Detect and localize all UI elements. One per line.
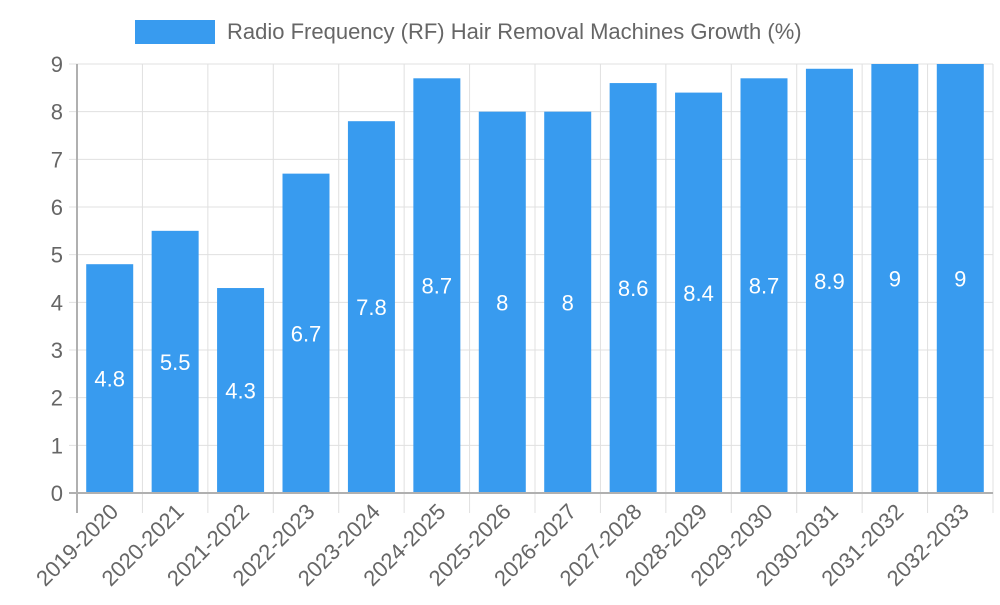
bar-value-label: 8 (496, 290, 508, 315)
x-axis-ticks: 2019-20202020-20212021-20222022-20232023… (31, 499, 974, 591)
bar-group: 6.7 (282, 173, 330, 493)
bar-group: 8.6 (609, 83, 657, 494)
bar (217, 288, 265, 493)
bar (936, 64, 984, 493)
bar (151, 230, 199, 494)
y-tick-label: 0 (51, 481, 63, 506)
bar (675, 92, 723, 493)
legend-label: Radio Frequency (RF) Hair Removal Machin… (227, 19, 802, 44)
axes (69, 64, 993, 513)
bar-group: 5.5 (151, 230, 199, 494)
legend[interactable]: Radio Frequency (RF) Hair Removal Machin… (135, 19, 802, 44)
gridlines (69, 63, 994, 513)
bar-value-label: 9 (889, 267, 901, 292)
bar (478, 111, 526, 494)
bar-value-label: 4.8 (94, 367, 125, 392)
bar-group: 8.9 (805, 68, 853, 494)
bar-group: 4.3 (217, 288, 265, 493)
bar-group: 7.8 (347, 121, 395, 493)
bar-group: 9 (871, 64, 919, 493)
y-tick-label: 7 (51, 147, 63, 172)
y-tick-label: 2 (51, 386, 63, 411)
bar-group: 4.8 (86, 264, 134, 493)
bar-value-label: 8.4 (683, 281, 714, 306)
bar-value-label: 5.5 (160, 350, 191, 375)
bar-value-label: 8 (562, 290, 574, 315)
bar-value-label: 8.7 (749, 274, 780, 299)
y-axis-ticks: 0 1 2 3 4 5 6 7 8 9 (51, 52, 63, 506)
bar (740, 78, 788, 494)
bar-group: 8 (544, 111, 592, 494)
bars: 4.8 5.5 4.3 6.7 7.8 8.7 8 8 8.6 8.4 8.7 8.9 9 9 (86, 64, 984, 494)
bar-group: 8 (478, 111, 526, 494)
bar (871, 64, 919, 493)
legend-swatch (135, 20, 215, 44)
bar-value-label: 6.7 (291, 321, 322, 346)
bar-value-label: 8.9 (814, 269, 845, 294)
bar (347, 121, 395, 493)
bar (805, 68, 853, 494)
bar-value-label: 7.8 (356, 295, 387, 320)
bar-group: 8.7 (413, 78, 461, 494)
bar-value-label: 8.6 (618, 276, 649, 301)
y-tick-label: 1 (51, 433, 63, 458)
y-tick-label: 3 (51, 338, 63, 363)
bar (609, 83, 657, 494)
bar-value-label: 4.3 (225, 379, 256, 404)
bar (282, 173, 330, 493)
y-tick-label: 8 (51, 100, 63, 125)
y-tick-label: 6 (51, 195, 63, 220)
bar-group: 9 (936, 64, 984, 493)
bar (544, 111, 592, 494)
y-tick-label: 9 (51, 52, 63, 77)
bar-value-label: 9 (954, 267, 966, 292)
bar-value-label: 8.7 (422, 274, 453, 299)
bar-group: 8.7 (740, 78, 788, 494)
bar (413, 78, 461, 494)
bar-group: 8.4 (675, 92, 723, 493)
y-tick-label: 4 (51, 290, 63, 315)
y-tick-label: 5 (51, 243, 63, 268)
bar (86, 264, 134, 493)
